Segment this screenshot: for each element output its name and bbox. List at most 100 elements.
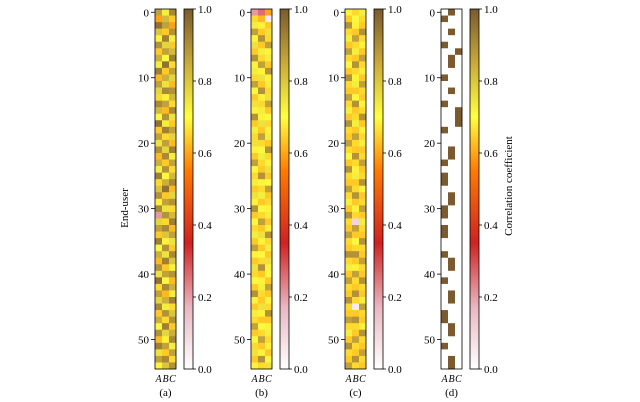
heatmap-cell [352,94,360,101]
heatmap-cell [352,218,360,226]
heatmap-cell [169,185,177,193]
heatmap-cell [455,87,463,95]
heatmap-cell [352,133,360,141]
heatmap-cell [345,100,353,108]
heatmap-cell [441,349,449,357]
heatmap-cell [455,81,463,88]
heatmap-cell [162,225,170,232]
heatmap-cell [345,225,353,232]
heatmap-cell [251,316,259,324]
heatmap-cell [455,172,463,180]
heatmap-cell [251,126,259,134]
heatmap-cell [441,198,449,206]
heatmap-cell [162,283,170,291]
heatmap-cell [441,133,449,141]
heatmap-cell [251,159,259,167]
heatmap-cell [359,283,367,291]
column-label: B [448,374,454,385]
heatmap-cell [345,283,353,291]
heatmap-cell [359,323,367,331]
heatmap-cell [448,238,456,245]
heatmap-cell [352,310,360,317]
heatmap-cell [169,48,177,56]
heatmap-cell [441,87,449,95]
colorbar-tick-label: 0.2 [484,292,498,304]
heatmap-cell [448,185,456,193]
heatmap-cell [169,41,177,49]
heatmap-cell [265,362,273,370]
heatmap-cell [169,225,177,232]
heatmap-cell [448,310,456,317]
heatmap-cell [162,9,170,16]
heatmap-cell [345,310,353,317]
heatmap-cell [359,218,367,226]
heatmap-cell [352,107,360,115]
heatmap-cell [169,264,177,272]
heatmap-cell [345,336,353,344]
heatmap-cell [258,126,266,134]
heatmap-cell [448,198,456,206]
heatmap-cell [265,94,273,101]
heatmap-cell [251,218,259,226]
heatmap-cell [448,87,456,95]
heatmap-cell [162,67,170,75]
panel-2: 0 10 20 30 40 50 A B C (b) 0.0 0.2 0.4 0.6 0.8 1.0 [234,4,308,399]
heatmap-cell [265,61,273,69]
heatmap-cell [155,310,163,317]
y-tick-label: 40 [138,269,150,281]
heatmap-cell [265,126,273,134]
heatmap-cell [345,198,353,206]
heatmap-cell [352,172,360,180]
heatmap-cell [251,231,259,239]
heatmap-cell [162,139,170,147]
heatmap-cell [162,238,170,245]
heatmap-cell [441,139,449,147]
heatmap-cell [352,205,360,213]
heatmap-cell [359,244,367,252]
heatmap-cell [441,251,449,259]
heatmap-cell [251,323,259,331]
heatmap-cell [448,231,456,239]
heatmap-cell [448,316,456,324]
heatmap-cell [155,166,163,173]
heatmap-cell [162,198,170,206]
heatmap-cell [448,94,456,101]
heatmap-cell [155,133,163,141]
heatmap-cell [455,238,463,245]
heatmap-cell [265,146,273,154]
heatmap-cell [155,153,163,160]
heatmap-cell [352,323,360,331]
heatmap-cell [448,264,456,272]
heatmap-cell [155,172,163,180]
heatmap-cell [169,323,177,331]
heatmap-cell [251,342,259,350]
heatmap-cell [441,211,449,219]
heatmap-cell [265,185,273,193]
heatmap-cell [448,133,456,141]
heatmap-cell [258,303,266,311]
heatmap-cell [155,35,163,43]
heatmap-cell [352,81,360,88]
heatmap-cell [162,316,170,324]
heatmap-cell [258,35,266,43]
heatmap-cell [155,126,163,134]
heatmap-cell [162,205,170,213]
panel-3: 0 10 20 30 40 50 A B C (c) 0.0 0.2 0.4 0.6 0.8 1.0 [328,4,402,399]
heatmap-cell [251,283,259,291]
heatmap-cell [359,126,367,134]
heatmap-cell [448,303,456,311]
heatmap-cell [169,290,177,298]
heatmap-cell [455,100,463,108]
panel-4: 0 10 20 30 40 50 A B C (d) 0.0 0.2 0.4 0.6 0.8 1.0 [424,4,498,399]
heatmap-cell [352,336,360,344]
heatmap-cell [162,336,170,344]
colorbar-tick-label: 0.4 [198,220,212,232]
heatmap-cell [345,153,353,160]
heatmap-cell [455,310,463,317]
colorbar [183,8,194,370]
heatmap-cell [345,231,353,239]
y-tick-label: 40 [234,269,246,281]
heatmap-cell [251,277,259,285]
heatmap-cell [441,297,449,304]
heatmap-cell [251,22,259,29]
